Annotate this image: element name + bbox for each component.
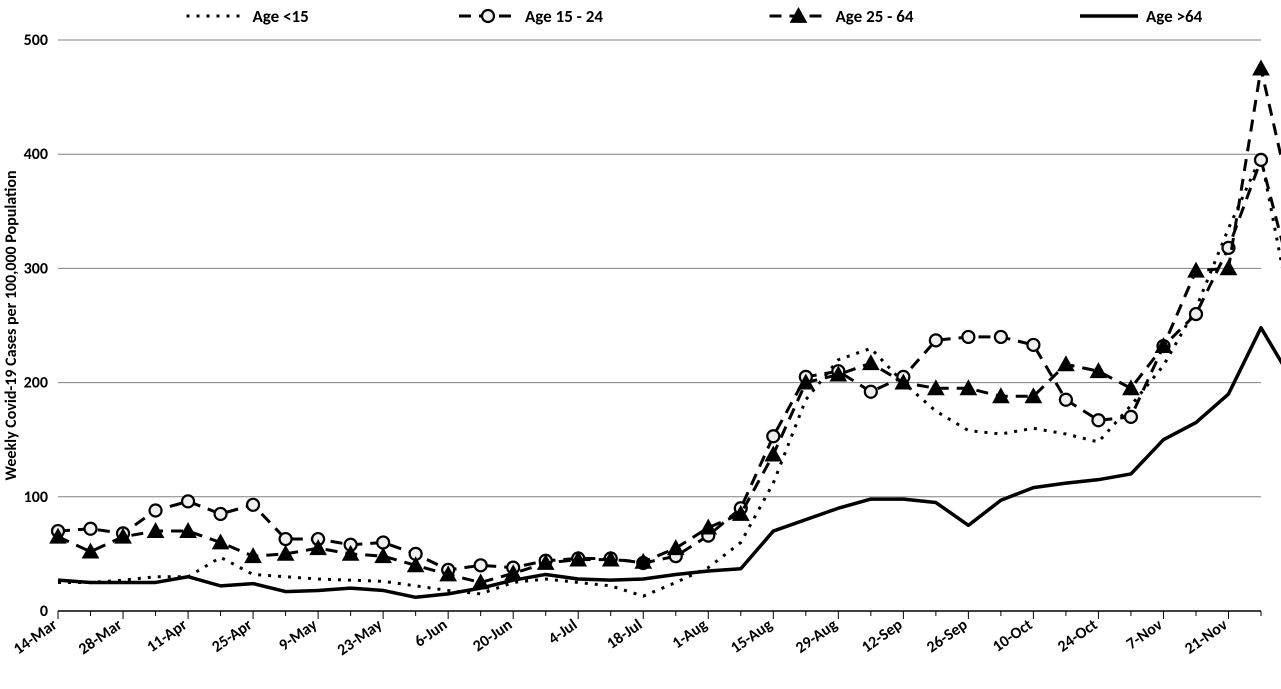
y-tick-label: 100: [24, 488, 48, 507]
chart-container: 010020030040050014-Mar28-Mar11-Apr25-Apr…: [0, 0, 1281, 689]
y-tick-label: 500: [24, 31, 48, 50]
y-tick-label: 400: [24, 145, 48, 164]
y-tick-label: 200: [24, 374, 48, 393]
legend-label: Age <15: [253, 6, 309, 27]
legend-label: Age 25 - 64: [836, 6, 914, 27]
y-tick-label: 300: [24, 259, 48, 278]
covid-line-chart: 010020030040050014-Mar28-Mar11-Apr25-Apr…: [0, 0, 1281, 689]
legend-label: Age >64: [1146, 6, 1203, 27]
y-axis-label: Weekly Covid-19 Cases per 100,000 Popula…: [2, 170, 21, 480]
legend-label: Age 15 - 24: [525, 6, 603, 27]
